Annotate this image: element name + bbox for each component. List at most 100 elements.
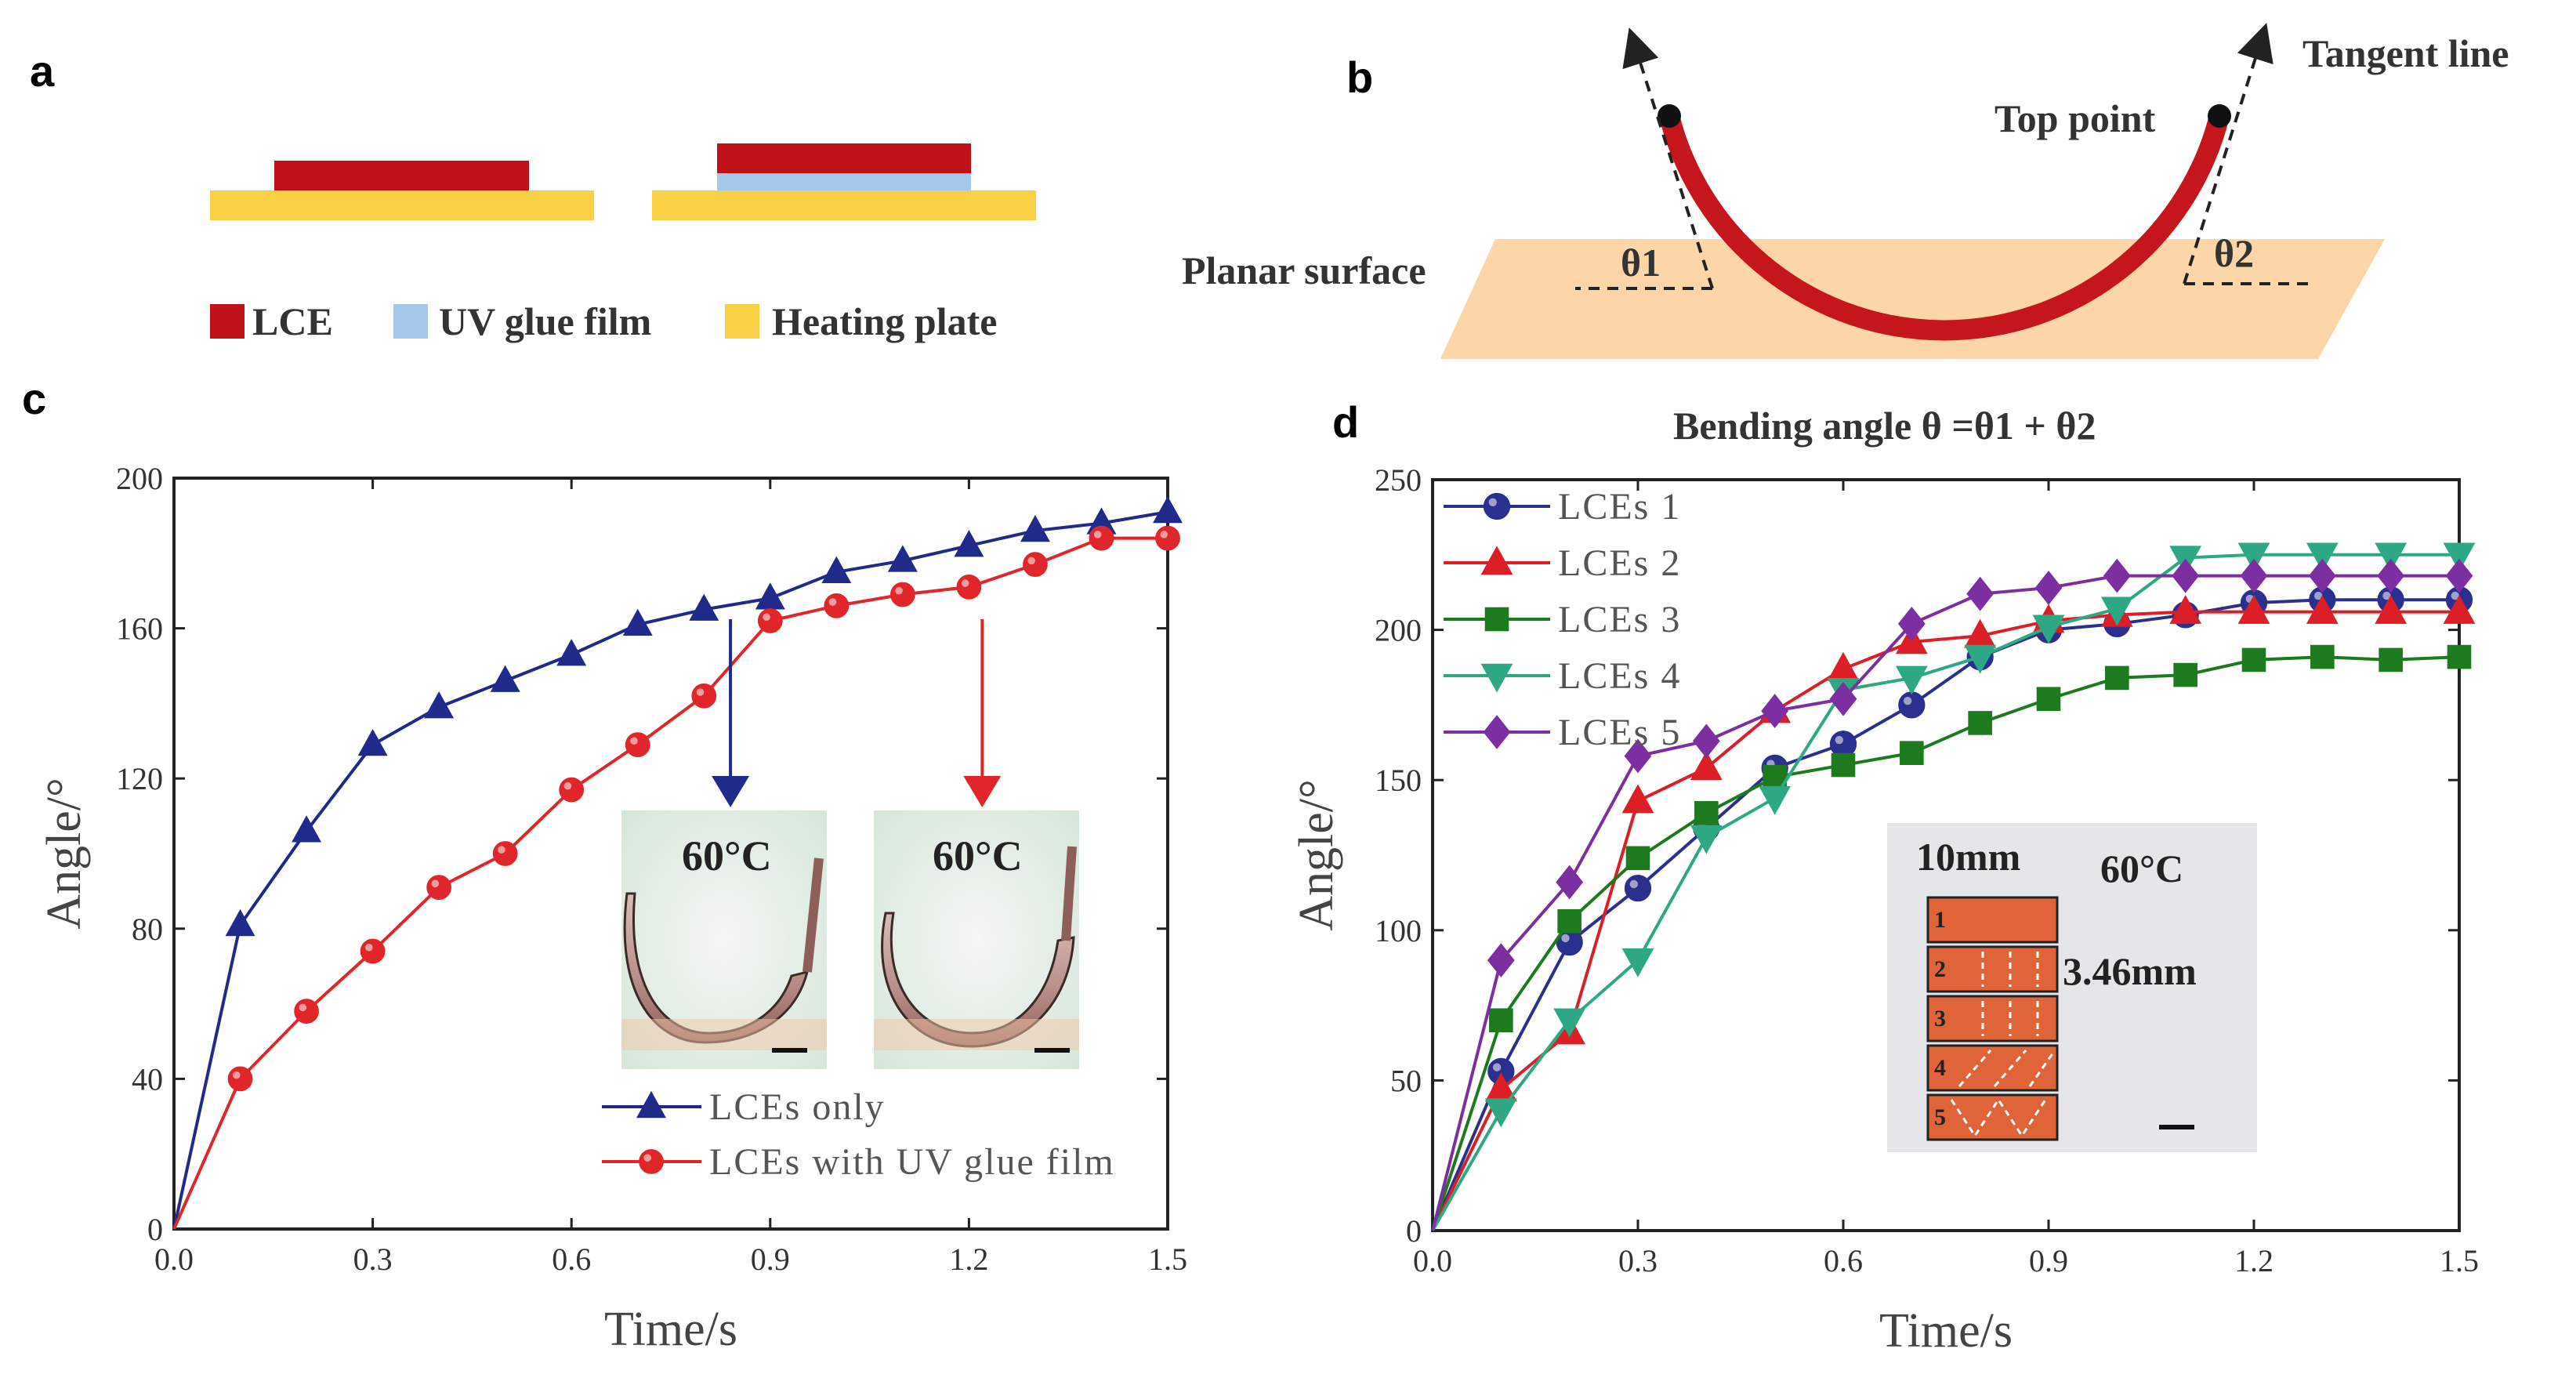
data-point (755, 582, 785, 610)
strip-rect (1926, 995, 2059, 1042)
x-tick-label: 1.5 (2440, 1243, 2479, 1278)
data-point (490, 665, 520, 692)
data-point (1964, 644, 1997, 674)
data-point (2377, 558, 2405, 593)
marker-highlight (1093, 531, 1102, 538)
data-point (954, 530, 984, 557)
marker-highlight (1027, 557, 1035, 565)
data-point (887, 545, 918, 572)
y-tick-label: 0 (1406, 1213, 1422, 1249)
data-point (1487, 943, 1515, 978)
bending-angle-caption: Bending angle θ =θ1 + θ2 (1673, 404, 2096, 448)
y-tick-label: 40 (132, 1061, 163, 1097)
marker-highlight (1488, 498, 1498, 506)
marker-highlight (232, 1071, 241, 1079)
data-point (2103, 558, 2131, 593)
inset-height-label: 3.46mm (2063, 949, 2197, 993)
data-point (1966, 576, 1994, 611)
marker-highlight (828, 598, 837, 606)
x-tick-label: 0.9 (2029, 1243, 2068, 1278)
cut-pattern-line (1950, 1097, 2047, 1138)
data-point (225, 908, 255, 937)
data-point (2240, 558, 2268, 593)
inset-photo-blue: 60°C (621, 810, 827, 1069)
panel-letter-d: d (1332, 397, 1359, 447)
data-point (2375, 542, 2408, 572)
chart-c: 0.0 0.3 0.6 0.9 1.2 1.5 0 40 80 120 160 200 Time/s An… (38, 461, 1187, 1356)
series-line (172, 536, 1168, 1230)
data-point (2032, 615, 2065, 644)
data-point (1829, 681, 1857, 716)
data-point (1624, 738, 1652, 774)
data-point (2447, 644, 2472, 669)
legend-label: LCEs 1 (1558, 486, 1681, 528)
data-point (294, 999, 319, 1024)
data-point (2443, 595, 2476, 624)
inset-photo-red: 60°C (874, 810, 1079, 1069)
data-point (622, 608, 653, 636)
data-point (426, 875, 452, 900)
legend-swatch-uv-glue (393, 304, 428, 339)
inset-temp-label: 60°C (2100, 847, 2183, 890)
bent-lce-photo-arm (803, 857, 824, 973)
legend-marker (1484, 607, 1509, 632)
x-tick-label: 1.2 (949, 1242, 988, 1277)
data-point (1690, 825, 1723, 854)
panel-c: c 0.0 0.3 0.6 0.9 1.2 1.5 0 40 80 120 160 200 Time/s… (22, 374, 1187, 1356)
cut-pattern-line (1993, 1050, 2027, 1087)
bent-lce-photo-strip (623, 892, 810, 1044)
heating-plate-layer (652, 190, 1036, 220)
data-point (2169, 595, 2202, 624)
series-5 (1431, 558, 2473, 1231)
panel-a: a LCE UV glue film Heating plate (30, 46, 1036, 343)
panel-letter-a: a (30, 46, 55, 96)
marker-highlight (1903, 697, 1912, 705)
panel-d: d Bending angle θ =θ1 + θ2 0.0 0.3 0.6 0.9 1… (1290, 397, 2479, 1358)
panel-letter-c: c (22, 374, 46, 423)
data-point (1489, 1008, 1513, 1033)
strip-number: 3 (1934, 1006, 1946, 1031)
data-point (292, 815, 322, 843)
y-tick-label: 120 (116, 761, 163, 796)
data-point (1553, 1008, 1586, 1038)
series-3 (1431, 644, 2472, 1231)
data-point (556, 639, 587, 666)
marker-highlight (895, 586, 903, 595)
data-point (1690, 751, 1723, 781)
x-tick-label: 0.0 (154, 1242, 194, 1277)
theta1-label: θ1 (1621, 241, 1661, 285)
x-tick-label: 0.3 (353, 1242, 393, 1277)
data-point (1694, 801, 1719, 825)
legend-label-heating-plate: Heating plate (772, 299, 997, 343)
data-point (2306, 542, 2339, 572)
data-point (1621, 784, 1654, 814)
marker-highlight (1629, 879, 1638, 889)
tangent-line-left (1622, 27, 1714, 289)
x-tick-label: 0.0 (1413, 1243, 1452, 1278)
legend-label: LCEs 2 (1558, 542, 1681, 584)
data-point (1155, 525, 1180, 551)
series-line (172, 510, 1168, 1230)
legend-swatch-heating-plate (725, 304, 759, 339)
x-tick-label: 0.9 (751, 1242, 790, 1277)
series-line (1431, 655, 2460, 1231)
data-point (2172, 558, 2200, 593)
marker-highlight (2382, 591, 2391, 600)
panel-b: b Tangent line Top point Planar surface … (1182, 23, 2509, 359)
heating-plate-layer (210, 190, 594, 220)
lce-bent-strip (1659, 106, 2230, 341)
series-line (1431, 610, 2459, 1231)
y-tick-label: 80 (132, 912, 163, 947)
data-point (2100, 596, 2133, 626)
data-point (2306, 595, 2339, 624)
heating-surface-photo (621, 1019, 827, 1050)
uv-glue-layer (717, 173, 971, 190)
legend-swatch-lce (210, 304, 245, 339)
data-point (1968, 711, 1992, 735)
marker-highlight (299, 1003, 307, 1012)
legend-label: LCEs 3 (1558, 599, 1681, 640)
series-line (1431, 553, 2459, 1231)
data-point (1829, 731, 1857, 758)
y-tick-label: 0 (147, 1212, 163, 1247)
